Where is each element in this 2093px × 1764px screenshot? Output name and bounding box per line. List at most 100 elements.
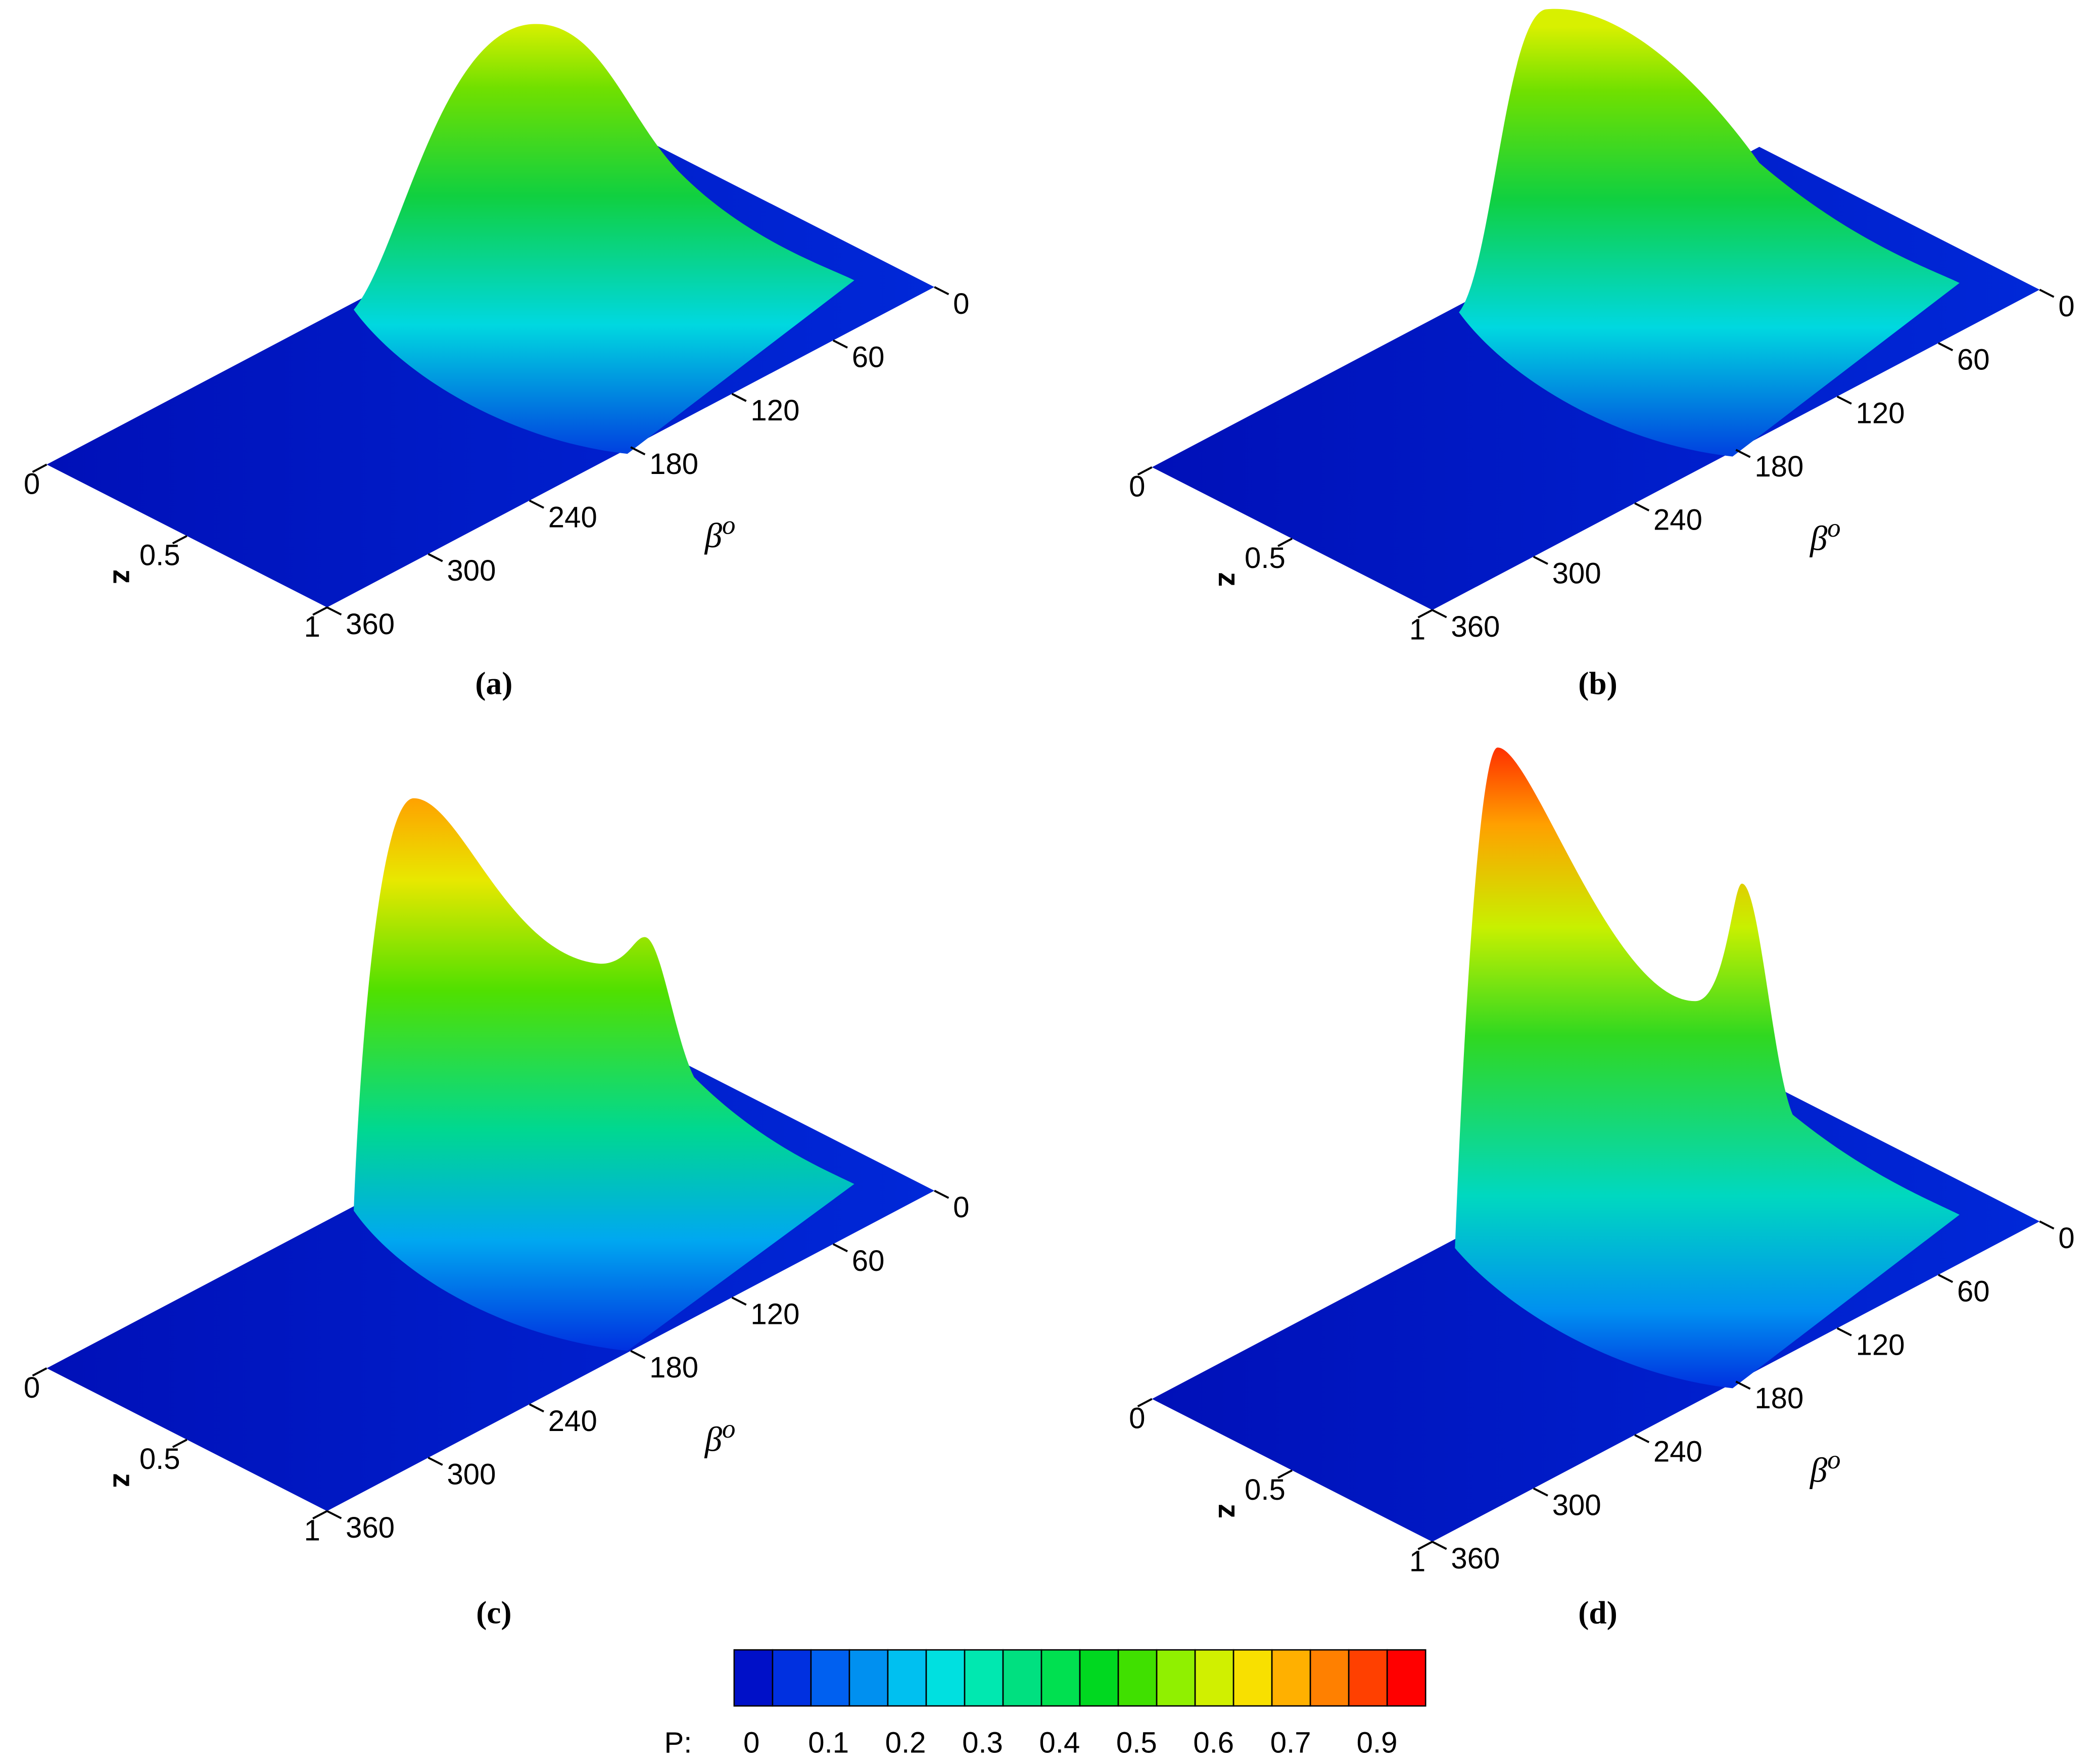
x-tick [731, 1296, 747, 1306]
x-tick [1938, 342, 1954, 352]
colorbar-tick-label: 0 [743, 1727, 759, 1759]
x-axis-title: βo [1809, 513, 1841, 557]
x-tick [832, 339, 848, 349]
y-tick-label: 0 [1129, 1402, 1145, 1435]
y-tick-label: 1 [304, 1514, 320, 1547]
x-tick-label: 240 [548, 501, 597, 534]
colorbar-label: P: [664, 1727, 692, 1759]
colorbar-tick-label: 0.3 [962, 1727, 1003, 1759]
x-tick-label: 300 [1552, 557, 1601, 590]
x-tick-label: 180 [1754, 1382, 1803, 1415]
colorbar-swatch [1156, 1649, 1196, 1707]
colorbar-tick-label: 0.2 [885, 1727, 926, 1759]
x-tick [1432, 609, 1447, 618]
x-tick [1533, 555, 1548, 565]
colorbar-swatch [848, 1649, 889, 1707]
x-axis-title: βo [1809, 1445, 1841, 1489]
colorbar-tick-label: 0.9 [1357, 1727, 1398, 1759]
x-tick-label: 60 [852, 1245, 885, 1277]
y-tick [1277, 538, 1293, 547]
x-axis-title-main: β [1809, 519, 1828, 557]
x-tick [2039, 289, 2055, 298]
colorbar-swatch [1079, 1649, 1119, 1707]
y-axis-title: z [107, 1473, 140, 1488]
y-tick-label: 1 [1409, 613, 1425, 646]
x-tick-label: 240 [1653, 1436, 1702, 1468]
x-tick [1735, 1380, 1751, 1390]
y-tick [312, 606, 328, 616]
colorbar-tick-label: 0.1 [808, 1727, 849, 1759]
colorbar-swatch [964, 1649, 1004, 1707]
colorbar-swatch [1117, 1649, 1158, 1707]
y-axis-title: z [107, 569, 140, 584]
surface [354, 798, 854, 1351]
y-axis-title: z [1212, 1504, 1245, 1518]
x-tick-label: 60 [1957, 1275, 1990, 1308]
colorbar-tick-label: 0.4 [1039, 1727, 1080, 1759]
x-tick [326, 606, 342, 616]
colorbar-swatch [1386, 1649, 1426, 1707]
x-tick-label: 180 [1754, 450, 1803, 483]
surface [354, 24, 854, 454]
colorbar-swatch [1194, 1649, 1234, 1707]
x-tick [832, 1243, 848, 1253]
y-tick [1277, 1469, 1293, 1479]
y-tick-label: 1 [1409, 1545, 1425, 1578]
y-tick [172, 535, 187, 545]
panel-label: (b) [1578, 666, 1617, 701]
colorbar-swatch [887, 1649, 927, 1707]
colorbar-swatch [925, 1649, 966, 1707]
x-axis-title-sup: o [722, 1414, 735, 1444]
y-tick-label: 0 [1129, 470, 1145, 503]
x-tick [1735, 449, 1751, 458]
x-tick [1432, 1541, 1447, 1550]
x-tick [1836, 1327, 1852, 1337]
x-tick [326, 1510, 342, 1519]
surface [1459, 9, 1960, 457]
y-tick-label: 0.5 [1245, 542, 1286, 575]
x-tick-label: 120 [1856, 1328, 1905, 1361]
y-tick [312, 1510, 328, 1519]
x-tick-label: 240 [548, 1405, 597, 1438]
colorbar: 0 0.1 0.2 0.3 0.4 0.5 0.6 0.7 0.9 [733, 1649, 1426, 1759]
x-tick [934, 286, 949, 296]
colorbar-swatch [810, 1649, 850, 1707]
x-tick-label: 120 [750, 394, 799, 427]
colorbar-swatch [1271, 1649, 1311, 1707]
x-tick [1634, 1434, 1650, 1443]
x-tick [630, 1350, 646, 1359]
colorbar-swatch [1348, 1649, 1388, 1707]
x-tick [1836, 395, 1852, 405]
x-tick-label: 360 [346, 608, 395, 641]
colorbar-tick-label: 0.6 [1193, 1727, 1234, 1759]
x-axis-title-sup: o [1827, 1445, 1840, 1474]
x-tick [427, 1456, 443, 1466]
colorbar-swatch [772, 1649, 812, 1707]
y-tick-label: 1 [304, 610, 320, 643]
x-tick [1938, 1274, 1954, 1283]
x-tick [1533, 1487, 1548, 1497]
surface [1455, 747, 1960, 1389]
x-tick-label: 120 [750, 1298, 799, 1331]
y-axis-title: z [1212, 572, 1245, 587]
x-tick [529, 499, 544, 509]
x-tick-label: 0 [2058, 290, 2074, 323]
x-tick-label: 300 [1552, 1489, 1601, 1521]
x-tick [630, 446, 646, 456]
panel-c: 0 60 120 180 240 300 360 0 0.5 1 z βo [24, 798, 969, 1547]
y-tick [1417, 609, 1433, 618]
panel-label: (d) [1578, 1595, 1617, 1630]
x-tick [1634, 502, 1650, 512]
panel-a: 0 60 120 180 240 300 360 0 0.5 1 z βo [24, 24, 969, 643]
x-tick-label: 360 [1451, 1542, 1500, 1575]
colorbar-tick-label: 0.5 [1116, 1727, 1157, 1759]
x-axis-title-sup: o [1827, 513, 1840, 543]
y-tick-label: 0.5 [139, 1443, 180, 1475]
y-tick [1137, 1398, 1153, 1408]
colorbar-swatch [1232, 1649, 1273, 1707]
x-axis-title-main: β [704, 516, 723, 555]
y-tick [1137, 466, 1153, 476]
colorbar-swatch [1309, 1649, 1350, 1707]
y-tick [1417, 1541, 1433, 1550]
